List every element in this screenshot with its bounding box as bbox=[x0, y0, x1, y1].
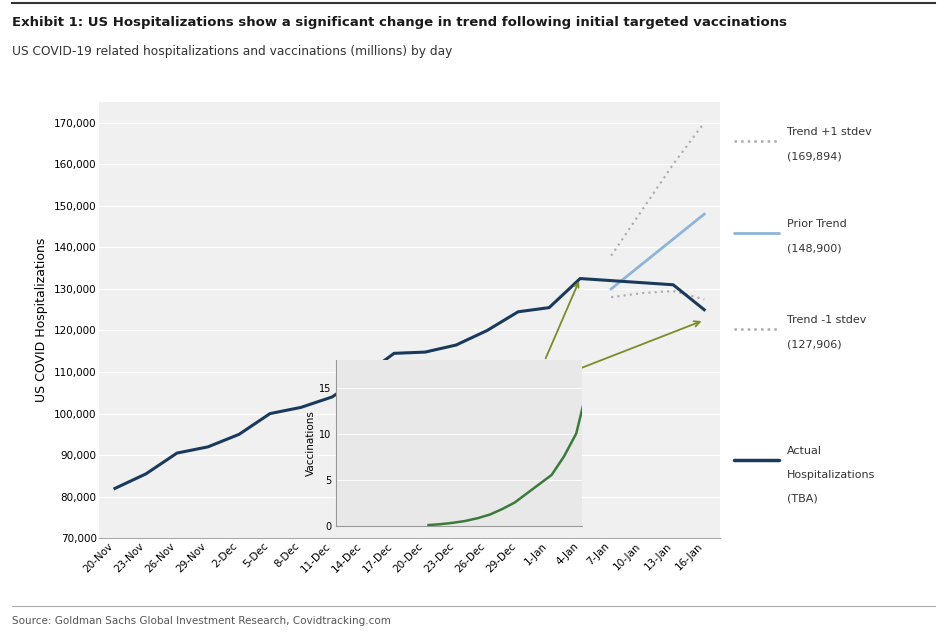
Text: Exhibit 1: US Hospitalizations show a significant change in trend following init: Exhibit 1: US Hospitalizations show a si… bbox=[12, 16, 787, 29]
Text: (TBA): (TBA) bbox=[787, 494, 817, 504]
Text: Trend +1 stdev: Trend +1 stdev bbox=[787, 127, 871, 138]
Text: Trend -1 stdev: Trend -1 stdev bbox=[787, 315, 867, 325]
Text: Initial protection
begins approx
14-days after
vaccination: Initial protection begins approx 14-days… bbox=[489, 283, 579, 408]
Text: Actual: Actual bbox=[787, 446, 822, 456]
Text: Prior Trend: Prior Trend bbox=[787, 219, 847, 229]
Y-axis label: Vaccinations: Vaccinations bbox=[306, 410, 316, 476]
Text: (127,906): (127,906) bbox=[787, 339, 842, 349]
Text: US COVID-19 related hospitalizations and vaccinations (millions) by day: US COVID-19 related hospitalizations and… bbox=[12, 45, 453, 57]
Y-axis label: US COVID Hospitalizations: US COVID Hospitalizations bbox=[35, 238, 48, 403]
Text: (148,900): (148,900) bbox=[787, 243, 842, 253]
Text: Hospitalizations: Hospitalizations bbox=[787, 470, 875, 480]
Text: (169,894): (169,894) bbox=[787, 152, 842, 161]
Text: Source: Goldman Sachs Global Investment Research, Covidtracking.com: Source: Goldman Sachs Global Investment … bbox=[12, 615, 391, 626]
